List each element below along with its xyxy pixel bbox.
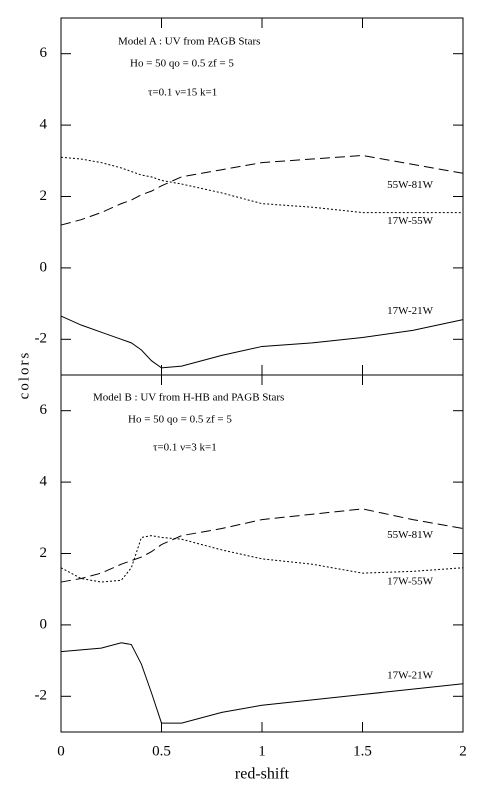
x-axis-label: red-shift [235, 766, 290, 783]
x-tick-label: 0 [57, 743, 65, 759]
annotation: Ho = 50 qo = 0.5 zf = 5 [130, 58, 234, 70]
y-tick-label: 4 [40, 474, 48, 490]
y-tick-label: 6 [40, 45, 48, 61]
series-label: 55W-81W [387, 529, 433, 541]
series-line [60, 535, 464, 583]
y-tick-label: -2 [35, 688, 48, 704]
x-tick-label: 2 [459, 743, 467, 759]
series-label: 17W-21W [387, 305, 433, 317]
x-tick-label: 1.5 [353, 743, 372, 759]
series-label: 17W-21W [387, 669, 433, 681]
y-tick-label: 2 [40, 545, 48, 561]
plot-frame [60, 17, 464, 376]
series-label: 55W-81W [387, 179, 433, 191]
y-tick-label: 0 [40, 616, 48, 632]
y-tick-label: 4 [40, 117, 48, 133]
series-line [60, 315, 464, 369]
annotation: τ=0.1 ν=3 k=1 [153, 442, 217, 454]
annotation: Model B : UV from H-HB and PAGB Stars [93, 392, 284, 404]
y-tick-label: 2 [40, 188, 48, 204]
y-tick-label: 6 [40, 402, 48, 418]
series-line [60, 154, 464, 226]
annotation: τ=0.1 ν=15 k=1 [148, 87, 217, 99]
series-line [60, 642, 464, 724]
annotation: Model A : UV from PAGB Stars [118, 36, 260, 48]
series-line [60, 508, 464, 583]
y-tick-label: 0 [40, 259, 48, 275]
y-tick-label: -2 [35, 331, 48, 347]
series-label: 17W-55W [387, 215, 433, 227]
y-axis-label: colors [16, 351, 32, 400]
x-tick-label: 1 [258, 743, 266, 759]
annotation: Ho = 50 qo = 0.5 zf = 5 [128, 414, 232, 426]
series-label: 17W-55W [387, 575, 433, 587]
x-tick-label: 0.5 [152, 743, 171, 759]
